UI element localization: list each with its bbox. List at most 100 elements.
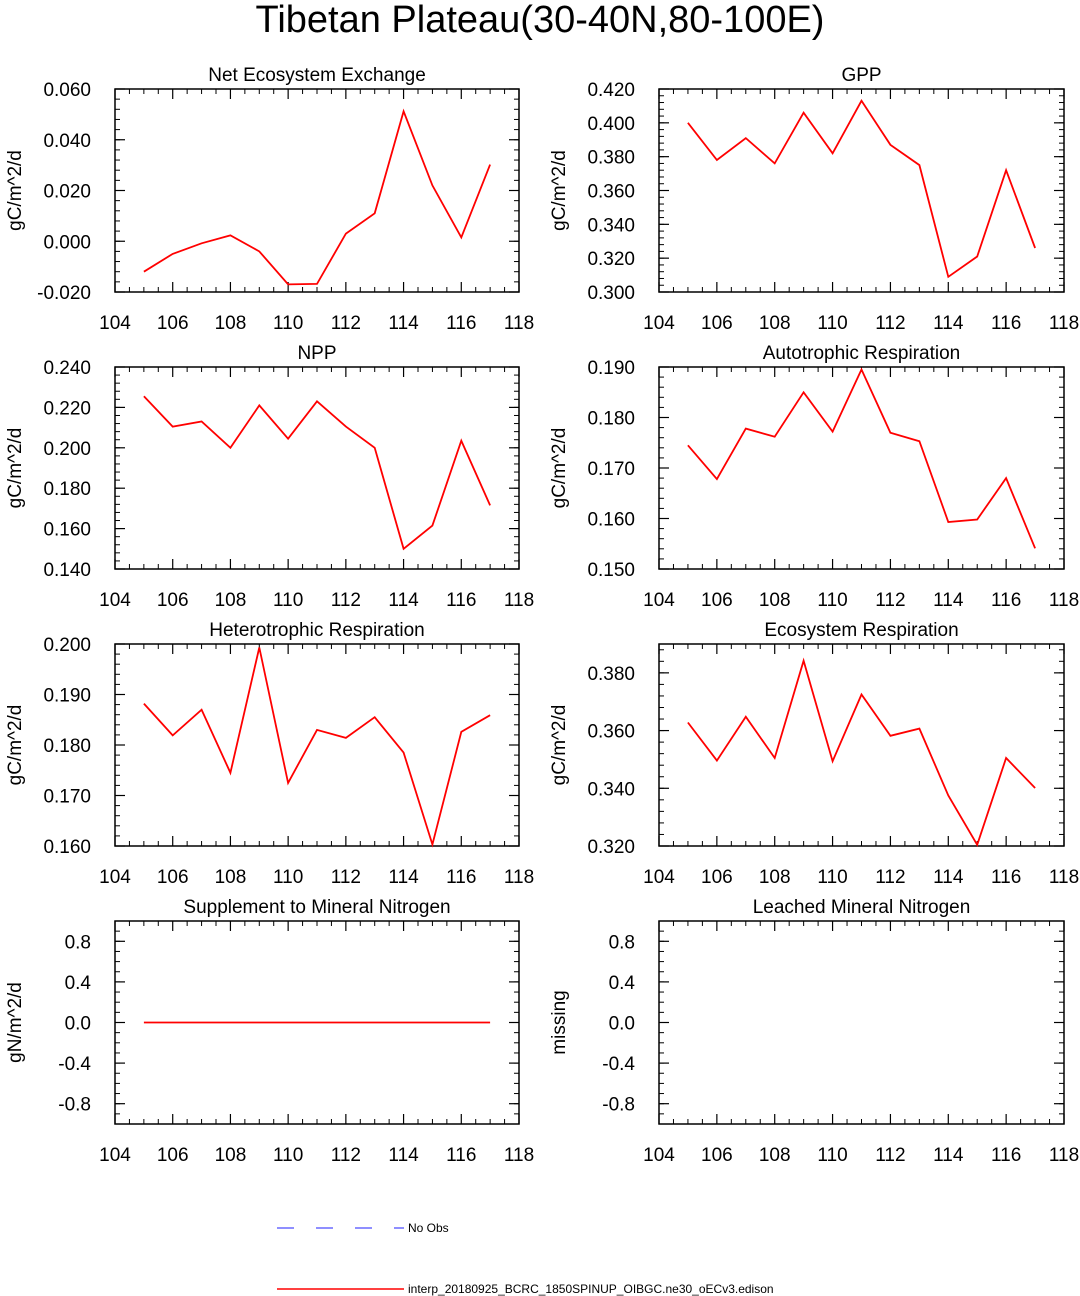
y-axis-label: gC/m^2/d bbox=[5, 705, 26, 786]
x-tick-label: 104 bbox=[99, 590, 131, 611]
y-tick-label: 0.0 bbox=[609, 1014, 635, 1035]
x-tick-label: 108 bbox=[759, 867, 791, 888]
x-tick-label: 118 bbox=[504, 313, 534, 334]
x-tick-label: 112 bbox=[875, 867, 905, 888]
series-line-model bbox=[687, 99, 1036, 279]
series-line-model bbox=[143, 108, 491, 286]
figure-title: Tibetan Plateau(30-40N,80-100E) bbox=[255, 0, 825, 41]
y-tick-label: -0.8 bbox=[602, 1095, 635, 1116]
x-tick-label: 116 bbox=[991, 590, 1021, 611]
x-tick-label: 104 bbox=[99, 1145, 131, 1166]
y-tick-label: 0.300 bbox=[587, 283, 635, 304]
panel-title: Autotrophic Respiration bbox=[763, 343, 961, 364]
plot-frame bbox=[114, 88, 520, 293]
x-tick-label: 108 bbox=[215, 867, 247, 888]
y-axis-label: gC/m^2/d bbox=[5, 150, 26, 231]
panel-8: Leached Mineral Nitrogen missing -0.8 -0.4 0… bbox=[549, 897, 1079, 1166]
y-tick-label: 0.360 bbox=[587, 722, 635, 743]
y-axis-label: gC/m^2/d bbox=[5, 428, 26, 509]
x-tick-label: 106 bbox=[701, 1145, 733, 1166]
y-tick-label: 0.400 bbox=[587, 114, 635, 135]
panel-title: Leached Mineral Nitrogen bbox=[753, 897, 971, 918]
x-tick-label: 104 bbox=[99, 867, 131, 888]
y-tick-label: 0.000 bbox=[43, 232, 91, 253]
x-tick-label: 116 bbox=[991, 313, 1021, 334]
y-tick-label: 0.8 bbox=[65, 932, 91, 953]
plot-frame bbox=[114, 643, 520, 847]
y-tick-label: 0.360 bbox=[587, 182, 635, 203]
x-tick-label: 108 bbox=[215, 1145, 247, 1166]
x-tick-label: 106 bbox=[157, 313, 189, 334]
y-tick-label: 0.320 bbox=[587, 249, 635, 270]
panel-title: GPP bbox=[841, 65, 881, 86]
x-tick-label: 106 bbox=[157, 590, 189, 611]
x-tick-label: 104 bbox=[643, 313, 675, 334]
plot-frame bbox=[114, 920, 520, 1125]
y-tick-label: 0.160 bbox=[43, 520, 91, 541]
legend bbox=[277, 1227, 404, 1290]
legend-model-label: interp_20180925_BCRC_1850SPINUP_OIBGC.ne… bbox=[408, 1282, 774, 1296]
x-tick-label: 118 bbox=[504, 1145, 534, 1166]
x-tick-label: 108 bbox=[215, 313, 247, 334]
y-tick-label: 0.4 bbox=[65, 973, 92, 994]
plot-frame bbox=[658, 366, 1065, 570]
panel-5: Heterotrophic Respiration gC/m^2/d 0.160 0.… bbox=[5, 620, 534, 888]
legend-obs-label: No Obs bbox=[408, 1221, 449, 1235]
panel-title: Heterotrophic Respiration bbox=[209, 620, 424, 641]
plot-frame bbox=[658, 920, 1065, 1125]
x-tick-label: 116 bbox=[446, 1145, 476, 1166]
y-tick-label: -0.4 bbox=[602, 1054, 635, 1075]
y-tick-label: 0.160 bbox=[43, 837, 91, 858]
x-tick-label: 112 bbox=[331, 313, 361, 334]
x-tick-label: 112 bbox=[331, 590, 361, 611]
x-tick-label: 116 bbox=[446, 313, 476, 334]
x-tick-label: 110 bbox=[273, 867, 303, 888]
x-tick-label: 106 bbox=[701, 867, 733, 888]
x-tick-label: 112 bbox=[331, 1145, 361, 1166]
x-tick-label: 118 bbox=[1049, 867, 1079, 888]
y-tick-label: 0.220 bbox=[43, 398, 91, 419]
y-tick-label: 0.4 bbox=[609, 973, 636, 994]
series-line-model bbox=[687, 657, 1036, 847]
x-tick-label: 106 bbox=[157, 867, 189, 888]
y-tick-label: 0.200 bbox=[43, 439, 91, 460]
y-tick-label: 0.240 bbox=[43, 358, 91, 379]
y-axis-label: gC/m^2/d bbox=[549, 150, 570, 231]
y-tick-label: 0.180 bbox=[43, 479, 91, 500]
x-tick-label: 116 bbox=[991, 867, 1021, 888]
y-tick-label: 0.340 bbox=[587, 779, 635, 800]
y-tick-label: 0.380 bbox=[587, 148, 635, 169]
x-tick-label: 110 bbox=[817, 867, 847, 888]
x-tick-label: 118 bbox=[1049, 313, 1079, 334]
x-tick-label: 110 bbox=[817, 313, 847, 334]
x-tick-label: 114 bbox=[933, 313, 964, 334]
x-tick-label: 114 bbox=[933, 590, 964, 611]
y-tick-label: 0.140 bbox=[43, 560, 91, 581]
series-line-model bbox=[143, 395, 491, 551]
y-tick-label: 0.170 bbox=[43, 787, 91, 808]
x-tick-label: 112 bbox=[875, 590, 905, 611]
x-tick-label: 104 bbox=[643, 590, 675, 611]
x-tick-label: 110 bbox=[273, 313, 303, 334]
x-tick-label: 110 bbox=[273, 1145, 303, 1166]
panel-title: NPP bbox=[297, 343, 336, 364]
y-tick-label: 0.340 bbox=[587, 215, 635, 236]
y-tick-label: -0.020 bbox=[37, 283, 91, 304]
y-tick-label: 0.380 bbox=[587, 664, 635, 685]
x-tick-label: 104 bbox=[99, 313, 131, 334]
y-tick-label: -0.8 bbox=[58, 1095, 91, 1116]
x-tick-label: 118 bbox=[504, 867, 534, 888]
x-tick-label: 114 bbox=[933, 867, 964, 888]
panel-title: Ecosystem Respiration bbox=[764, 620, 958, 641]
x-tick-label: 106 bbox=[157, 1145, 189, 1166]
x-tick-label: 118 bbox=[1049, 1145, 1079, 1166]
x-tick-label: 108 bbox=[759, 590, 791, 611]
panel-7: Supplement to Mineral Nitrogen gN/m^2/d -0… bbox=[5, 897, 534, 1166]
x-tick-label: 114 bbox=[933, 1145, 964, 1166]
panel-6: Ecosystem Respiration gC/m^2/d 0.320 0.340 0… bbox=[549, 620, 1079, 888]
y-tick-label: 0.060 bbox=[43, 80, 91, 101]
y-tick-label: 0.8 bbox=[609, 932, 635, 953]
x-tick-label: 112 bbox=[875, 313, 905, 334]
x-tick-label: 114 bbox=[388, 867, 419, 888]
